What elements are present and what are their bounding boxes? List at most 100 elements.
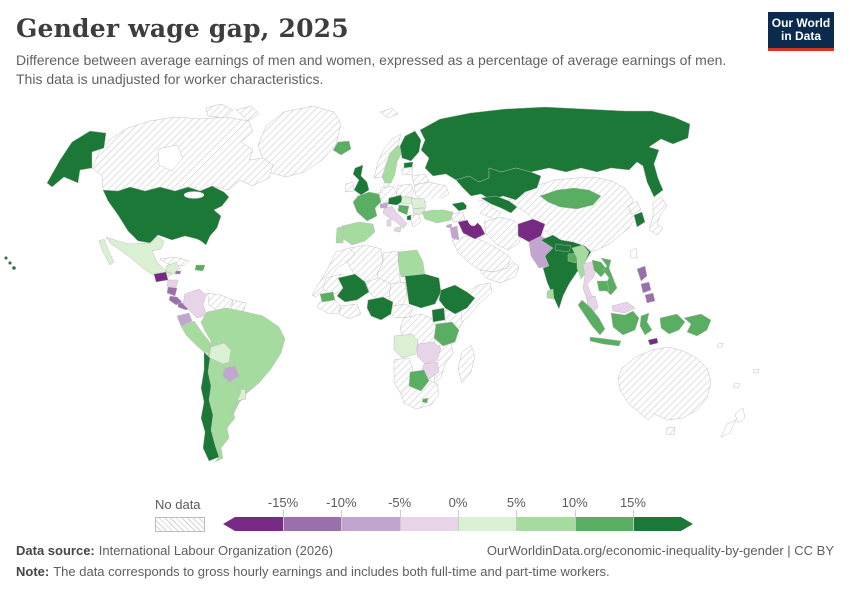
country-australia[interactable] — [617, 346, 712, 436]
country-ethiopia[interactable] — [438, 284, 476, 315]
country-algeria[interactable] — [346, 244, 384, 283]
owid-logo-text: Our World in Data — [771, 16, 831, 43]
country-turkey[interactable] — [421, 208, 454, 224]
country-svalbard[interactable] — [379, 107, 399, 119]
country-new-zealand[interactable] — [720, 407, 746, 438]
country-iceland[interactable] — [332, 140, 352, 156]
country-iran[interactable] — [483, 216, 524, 251]
country-cameroon-car[interactable] — [388, 303, 414, 319]
country-yemen-oman[interactable] — [479, 261, 520, 284]
country-angola[interactable] — [393, 333, 419, 359]
legend-segment-m1[interactable] — [399, 517, 458, 531]
country-laos[interactable] — [591, 259, 608, 278]
country-guatemala[interactable] — [153, 271, 169, 283]
country-malaysia[interactable] — [586, 295, 636, 314]
country-sweden[interactable] — [381, 144, 404, 184]
country-ghana-region[interactable] — [338, 303, 362, 320]
legend-segment-p1[interactable] — [457, 517, 517, 531]
country-austria[interactable] — [387, 194, 404, 206]
country-jamaica[interactable] — [174, 270, 182, 275]
country-alaska[interactable] — [46, 130, 107, 188]
country-hawaii[interactable] — [4, 256, 8, 260]
country-chile[interactable] — [200, 351, 220, 462]
country-zambia[interactable] — [416, 341, 442, 365]
legend-segment-p4[interactable] — [633, 517, 693, 531]
country-poland[interactable] — [396, 183, 415, 198]
country-guinea-region[interactable] — [316, 299, 342, 315]
legend-segment-p2[interactable] — [516, 517, 575, 531]
country-united-states[interactable] — [102, 185, 230, 246]
country-paraguay[interactable] — [222, 365, 240, 383]
legend-segment-m2[interactable] — [341, 517, 400, 531]
country-ukraine[interactable] — [413, 181, 450, 203]
country-philippines[interactable] — [636, 265, 656, 304]
country-uzbekistan[interactable] — [480, 195, 518, 214]
country-latvia-lithuania[interactable] — [401, 166, 414, 176]
country-romania[interactable] — [410, 197, 427, 210]
country-finland[interactable] — [399, 130, 422, 162]
country-canada[interactable] — [91, 116, 274, 192]
country-france[interactable] — [352, 191, 382, 222]
owid-logo[interactable]: Our World in Data — [768, 12, 834, 51]
legend-segment-m4[interactable] — [223, 517, 283, 531]
country-botswana[interactable] — [408, 369, 430, 392]
country-madagascar[interactable] — [457, 344, 476, 384]
country-tanzania[interactable] — [433, 321, 460, 347]
citation-link[interactable]: OurWorldinData.org/economic-inequality-b… — [486, 543, 834, 558]
country-saudi-arabia[interactable] — [451, 235, 512, 273]
country-senegal[interactable] — [319, 291, 336, 303]
legend-tick — [341, 510, 343, 531]
country-venezuela[interactable] — [205, 292, 234, 311]
country-cyprus[interactable] — [445, 223, 453, 229]
country-hawaii[interactable] — [11, 265, 17, 271]
country-greece[interactable] — [409, 213, 422, 228]
country-sudan[interactable] — [404, 273, 442, 309]
country-lesotho[interactable] — [421, 397, 429, 404]
country-nigeria[interactable] — [366, 296, 394, 321]
country-ecuador[interactable] — [176, 312, 193, 327]
country-arctic-islands[interactable] — [205, 103, 260, 122]
country-taiwan[interactable] — [629, 247, 638, 259]
country-egypt[interactable] — [397, 249, 426, 278]
country-israel-jordan[interactable] — [449, 225, 460, 241]
country-syria[interactable] — [450, 211, 466, 223]
legend-tick-label: -10% — [326, 495, 357, 510]
country-croatia-serbia[interactable] — [397, 204, 410, 216]
country-cuba[interactable] — [159, 256, 190, 267]
country-bangladesh[interactable] — [567, 252, 578, 264]
country-switzerland[interactable] — [379, 202, 389, 209]
country-spain[interactable] — [341, 221, 376, 246]
country-mali[interactable] — [336, 273, 370, 303]
country-timor-leste[interactable] — [647, 337, 659, 346]
country-indonesia[interactable] — [577, 299, 686, 347]
country-dominican-republic[interactable] — [194, 264, 206, 272]
country-cambodia[interactable] — [596, 280, 610, 292]
no-data-swatch[interactable] — [155, 517, 205, 532]
country-nicaragua[interactable] — [166, 286, 178, 297]
country-brazil[interactable] — [200, 307, 286, 416]
country-portugal[interactable] — [335, 225, 345, 244]
country-albania[interactable] — [406, 214, 412, 221]
country-italy[interactable] — [382, 205, 408, 233]
country-papua-new-guinea[interactable] — [683, 313, 712, 337]
note-label: Note: — [16, 564, 50, 579]
country-north-korea[interactable] — [627, 200, 642, 215]
country-uganda[interactable] — [431, 307, 446, 323]
country-hawaii[interactable] — [8, 261, 12, 265]
country-honduras[interactable] — [166, 279, 179, 288]
country-mongolia[interactable] — [539, 187, 602, 210]
country-sri-lanka[interactable] — [546, 288, 555, 300]
country-nepal[interactable] — [554, 243, 572, 253]
country-south-korea[interactable] — [633, 211, 646, 228]
country-ireland[interactable] — [344, 181, 355, 193]
legend-segment-p3[interactable] — [574, 517, 633, 531]
country-kazakhstan[interactable] — [455, 167, 542, 201]
legend-segment-m3[interactable] — [283, 517, 342, 531]
country-united-kingdom[interactable] — [352, 164, 370, 196]
chart-footer: Data source: International Labour Organiz… — [16, 543, 834, 579]
legend-tick — [283, 510, 284, 531]
country-japan[interactable] — [648, 196, 668, 236]
country-greenland[interactable] — [257, 105, 342, 178]
black-sea — [426, 198, 448, 210]
country-estonia[interactable] — [403, 161, 414, 169]
